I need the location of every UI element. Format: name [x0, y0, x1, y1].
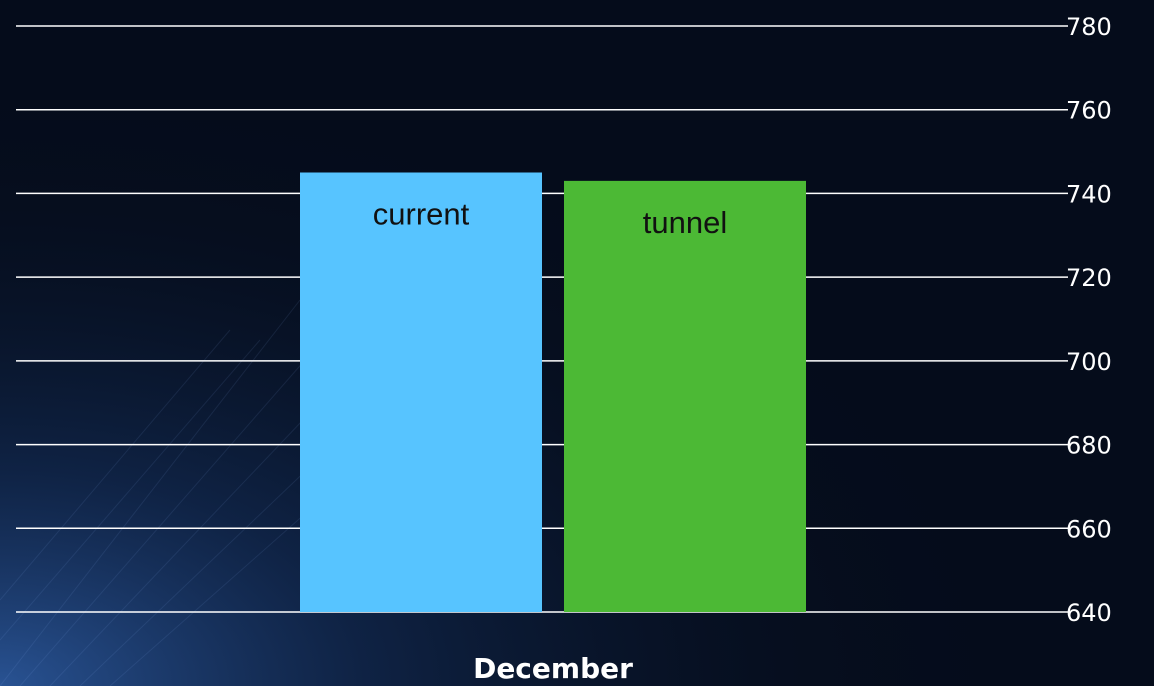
- x-axis-categories: December: [473, 652, 633, 685]
- bar-label-tunnel: tunnel: [643, 205, 727, 240]
- bars: current tunnel: [300, 172, 806, 612]
- y-tick-label: 720: [1066, 264, 1112, 292]
- x-category-label: December: [473, 652, 633, 685]
- bar-tunnel: [564, 180, 806, 612]
- y-tick-label: 740: [1066, 180, 1112, 208]
- y-tick-label: 660: [1066, 515, 1112, 543]
- y-tick-label: 760: [1066, 97, 1112, 125]
- y-tick-label: 700: [1066, 348, 1112, 376]
- y-tick-label: 780: [1066, 13, 1112, 41]
- y-axis-ticks: 640 660 680 700 720 740 760 780: [1066, 13, 1112, 627]
- y-tick-label: 680: [1066, 432, 1112, 460]
- y-tick-label: 640: [1066, 599, 1112, 627]
- bar-current: [300, 172, 542, 612]
- bar-label-current: current: [373, 197, 470, 232]
